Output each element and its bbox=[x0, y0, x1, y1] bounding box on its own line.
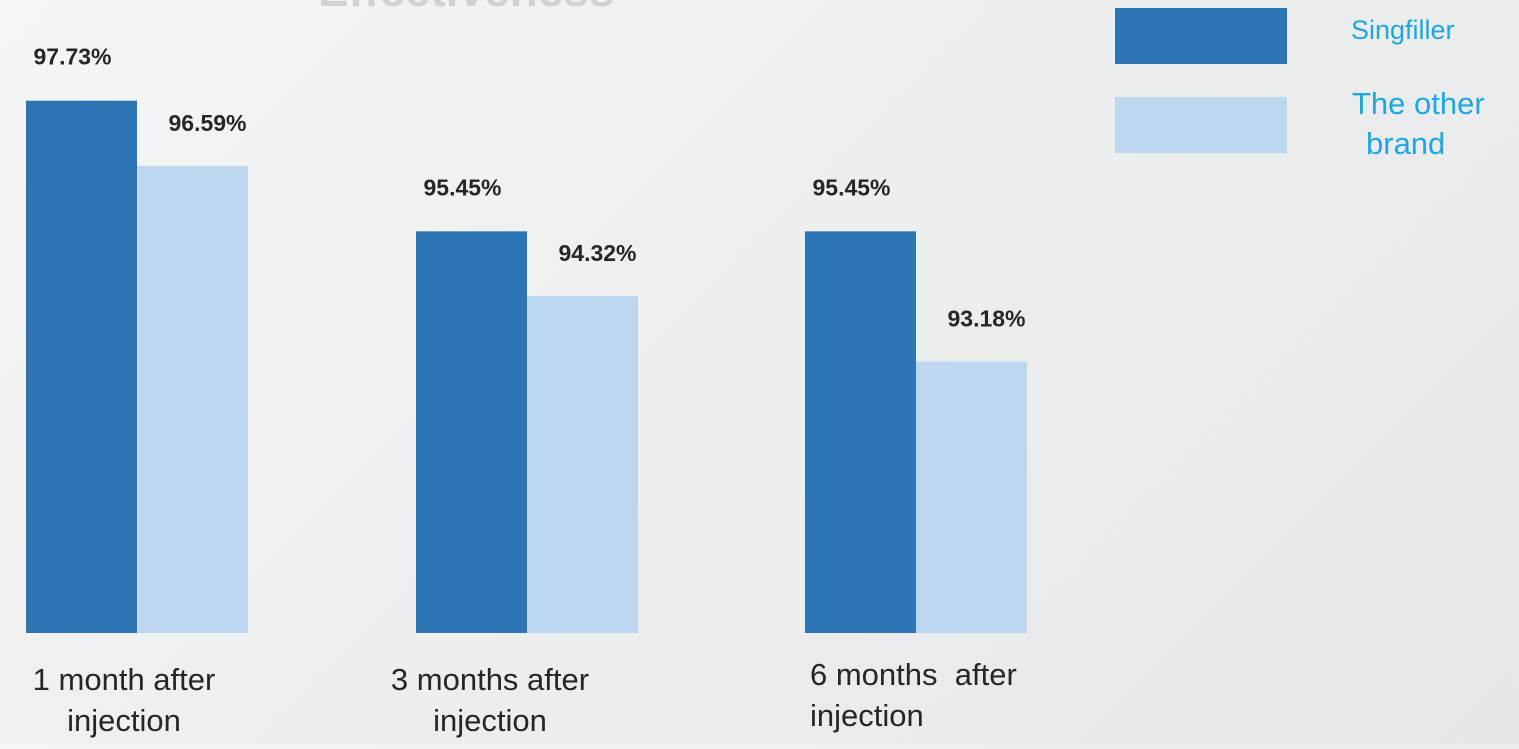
legend: Singfiller The other brand bbox=[1115, 8, 1485, 161]
legend-label-series-2-line-2: brand bbox=[1366, 126, 1445, 161]
value-label-series-2-cat-3: 93.18% bbox=[947, 305, 1025, 331]
bar-series-1-cat-1 bbox=[26, 100, 137, 634]
category-label-1-line-2: injection bbox=[67, 703, 181, 738]
category-label-1-line-1: 1 month after bbox=[33, 662, 216, 697]
legend-label-series-1: Singfiller bbox=[1351, 15, 1455, 45]
bar-series-2-cat-3 bbox=[916, 361, 1027, 633]
chart-title: Effectiveness bbox=[318, 0, 615, 16]
category-label-2-line-2: injection bbox=[433, 703, 547, 738]
legend-label-series-2-line-1: The other bbox=[1352, 86, 1485, 121]
value-label-series-1-cat-3: 95.45% bbox=[812, 174, 890, 200]
bars-layer bbox=[26, 100, 1027, 634]
legend-swatch-series-2 bbox=[1115, 97, 1287, 153]
bar-series-1-cat-2 bbox=[416, 231, 527, 633]
bar-series-1-cat-3 bbox=[805, 231, 916, 633]
value-labels-layer: 97.73% 95.45% 95.45% 96.59% 94.32% 93.18% bbox=[33, 44, 1025, 332]
value-label-series-2-cat-1: 96.59% bbox=[168, 110, 246, 136]
category-labels-layer: 1 month after injection 3 months after inje… bbox=[33, 657, 1017, 738]
category-label-3-line-1: 6 months after bbox=[810, 657, 1017, 692]
value-label-series-2-cat-2: 94.32% bbox=[558, 240, 636, 266]
category-label-2-line-1: 3 months after bbox=[391, 662, 589, 697]
bar-series-2-cat-2 bbox=[527, 296, 638, 633]
legend-swatch-series-1 bbox=[1115, 8, 1287, 64]
value-label-series-1-cat-2: 95.45% bbox=[423, 174, 501, 200]
value-label-series-1-cat-1: 97.73% bbox=[33, 44, 111, 70]
bar-series-2-cat-1 bbox=[137, 166, 248, 633]
category-label-3-line-2: injection bbox=[810, 698, 924, 733]
